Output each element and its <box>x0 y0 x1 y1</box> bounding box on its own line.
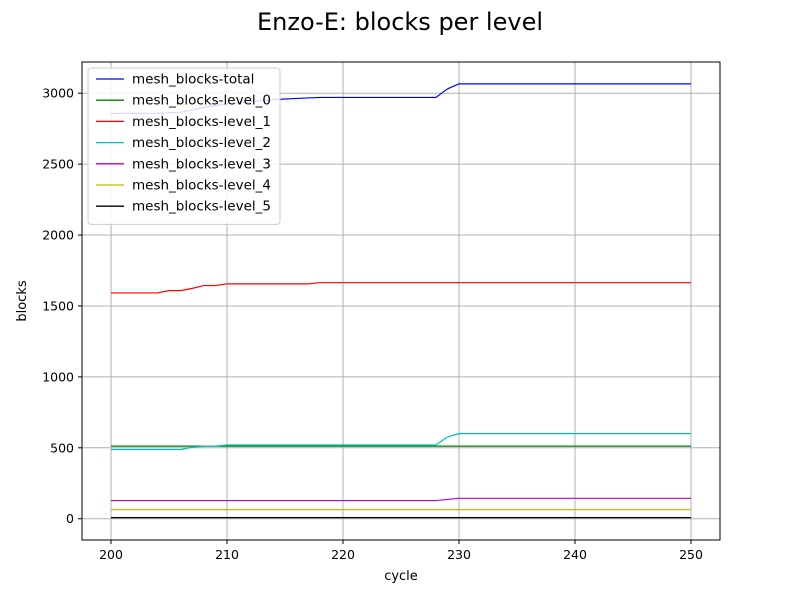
x-tick-label: 250 <box>679 547 703 562</box>
x-tick-label: 210 <box>215 547 239 562</box>
x-tick-label: 220 <box>331 547 355 562</box>
legend-label: mesh_blocks-level_1 <box>132 114 271 130</box>
chart-title: Enzo-E: blocks per level <box>257 8 543 36</box>
y-axis-ticks: 0 500 1000 1500 2000 2500 3000 <box>42 86 82 526</box>
y-tick-label: 2500 <box>42 157 74 172</box>
legend-label: mesh_blocks-level_3 <box>132 156 271 172</box>
legend-label: mesh_blocks-level_0 <box>132 93 271 109</box>
series-line-mesh-blocks-level-1 <box>111 282 691 294</box>
legend-label: mesh_blocks-total <box>132 72 254 88</box>
y-tick-label: 1000 <box>42 369 74 384</box>
legend-label: mesh_blocks-level_2 <box>132 135 271 151</box>
y-tick-label: 1500 <box>42 298 74 313</box>
legend-label: mesh_blocks-level_5 <box>132 199 271 215</box>
x-tick-label: 230 <box>447 547 471 562</box>
y-tick-label: 2000 <box>42 228 74 243</box>
series-line-mesh-blocks-level-2 <box>111 433 691 451</box>
y-tick-label: 3000 <box>42 86 74 101</box>
axes-frame <box>81 61 721 541</box>
legend-box <box>87 67 281 225</box>
legend: mesh_blocks-total mesh_blocks-level_0mesh… <box>87 67 281 225</box>
y-axis-label: blocks <box>15 280 30 321</box>
x-axis-label: cycle <box>384 569 418 584</box>
series-line-mesh-blocks-level-3 <box>111 497 691 502</box>
y-tick-label: 0 <box>66 511 74 526</box>
x-tick-label: 240 <box>563 547 587 562</box>
y-tick-label: 500 <box>50 440 74 455</box>
x-axis-ticks: 200 210 220 230 240 250 <box>99 540 703 562</box>
legend-label: mesh_blocks-level_4 <box>132 178 271 194</box>
x-tick-label: 200 <box>99 547 123 562</box>
